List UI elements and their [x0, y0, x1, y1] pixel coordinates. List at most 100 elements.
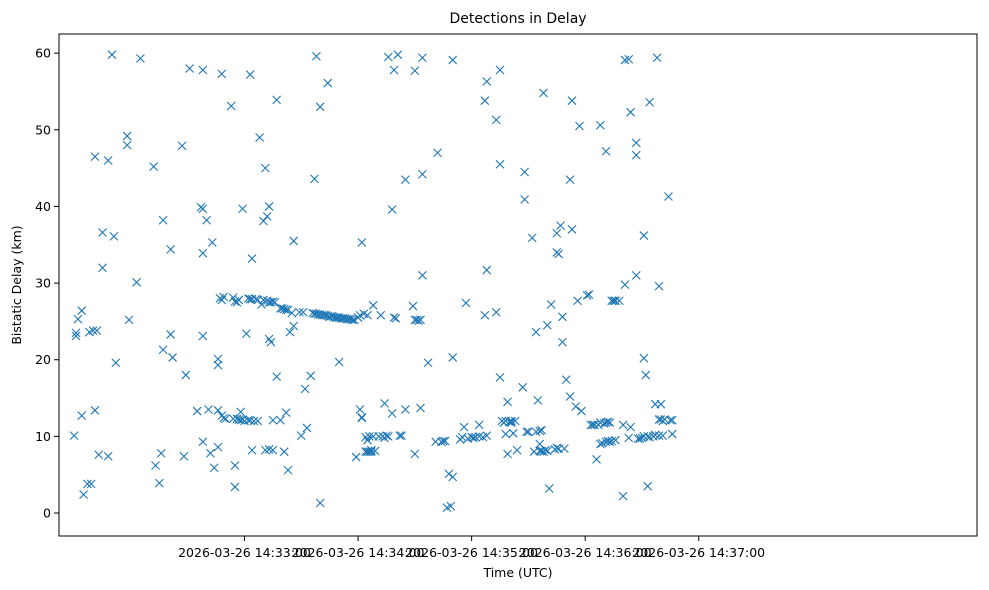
data-point [219, 292, 229, 302]
data-point [544, 484, 554, 493]
data-point [279, 304, 289, 314]
data-point [650, 430, 660, 440]
data-point [508, 428, 518, 438]
data-point [272, 372, 282, 381]
data-point [495, 159, 505, 169]
data-point [198, 437, 208, 447]
data-point [245, 415, 255, 425]
data-point [168, 353, 177, 362]
data-point [652, 53, 662, 63]
y-tick-label: 50 [35, 122, 51, 137]
data-point [370, 446, 380, 456]
data-point [103, 451, 113, 461]
data-point [260, 445, 270, 455]
data-point [565, 175, 575, 185]
y-tick-label: 10 [35, 429, 51, 444]
y-tick-label: 30 [35, 276, 51, 291]
data-point [298, 307, 308, 317]
data-point [459, 422, 469, 432]
data-point [380, 399, 389, 408]
data-point [276, 303, 285, 313]
data-point [512, 445, 522, 455]
data-point [558, 337, 567, 347]
data-point [571, 402, 581, 411]
data-point [643, 481, 653, 491]
data-point [395, 431, 405, 440]
data-point [461, 298, 471, 308]
data-point [262, 212, 272, 221]
data-point [198, 204, 208, 214]
data-point [601, 146, 611, 156]
data-point [294, 307, 304, 317]
data-point [236, 407, 246, 417]
data-point [213, 354, 223, 364]
data-point [249, 416, 259, 426]
data-point [266, 337, 276, 347]
data-point [181, 370, 191, 380]
data-point [90, 152, 100, 162]
data-point [467, 432, 477, 442]
data-point [567, 225, 577, 234]
data-point [522, 427, 531, 437]
x-tick-label: 2026-03-26 14:34:00 [292, 545, 425, 560]
data-point [69, 431, 79, 440]
data-point [556, 221, 565, 230]
data-point [400, 175, 410, 185]
data-point [285, 327, 295, 337]
data-point [98, 263, 107, 273]
data-point [408, 301, 418, 311]
data-point [230, 461, 240, 470]
data-point [306, 371, 316, 381]
data-point [480, 96, 490, 106]
data-point [166, 330, 176, 339]
data-point [595, 439, 605, 449]
data-point [283, 465, 293, 475]
data-point [281, 305, 291, 315]
data-point [351, 452, 361, 462]
data-point [136, 54, 145, 63]
data-point [238, 204, 247, 214]
data-point [626, 422, 636, 432]
data-point [631, 138, 641, 148]
data-point [158, 215, 168, 225]
data-point [474, 431, 484, 441]
data-point [207, 238, 217, 247]
data-point [626, 107, 636, 117]
data-point [204, 405, 213, 414]
data-point [245, 70, 255, 80]
data-point [266, 297, 276, 307]
data-point [397, 431, 406, 440]
data-point [607, 296, 617, 306]
data-point [300, 384, 310, 394]
data-point [641, 370, 651, 380]
data-point [433, 148, 442, 158]
y-axis-label: Bistatic Delay (km) [9, 225, 24, 344]
data-point [213, 360, 223, 370]
data-point [179, 451, 189, 461]
data-point [77, 411, 87, 421]
data-point [667, 429, 677, 439]
data-point [315, 498, 325, 508]
data-point [537, 425, 547, 435]
data-point [601, 418, 611, 427]
data-point [639, 231, 649, 240]
data-point [365, 431, 374, 441]
data-point [103, 156, 113, 165]
data-point [440, 436, 450, 446]
data-point [618, 491, 628, 501]
data-point [510, 416, 520, 426]
data-point [620, 280, 630, 290]
y-tick-label: 60 [35, 46, 51, 61]
x-tick-label: 2026-03-26 14:36:00 [519, 545, 652, 560]
data-point [73, 314, 83, 324]
data-point [611, 296, 620, 306]
data-point [624, 433, 634, 443]
data-point [503, 449, 512, 459]
data-point [312, 51, 321, 61]
data-point [391, 313, 401, 323]
data-point [552, 443, 562, 453]
data-point [376, 310, 386, 320]
data-point [567, 96, 577, 106]
data-point [243, 294, 253, 303]
data-point [94, 450, 104, 460]
